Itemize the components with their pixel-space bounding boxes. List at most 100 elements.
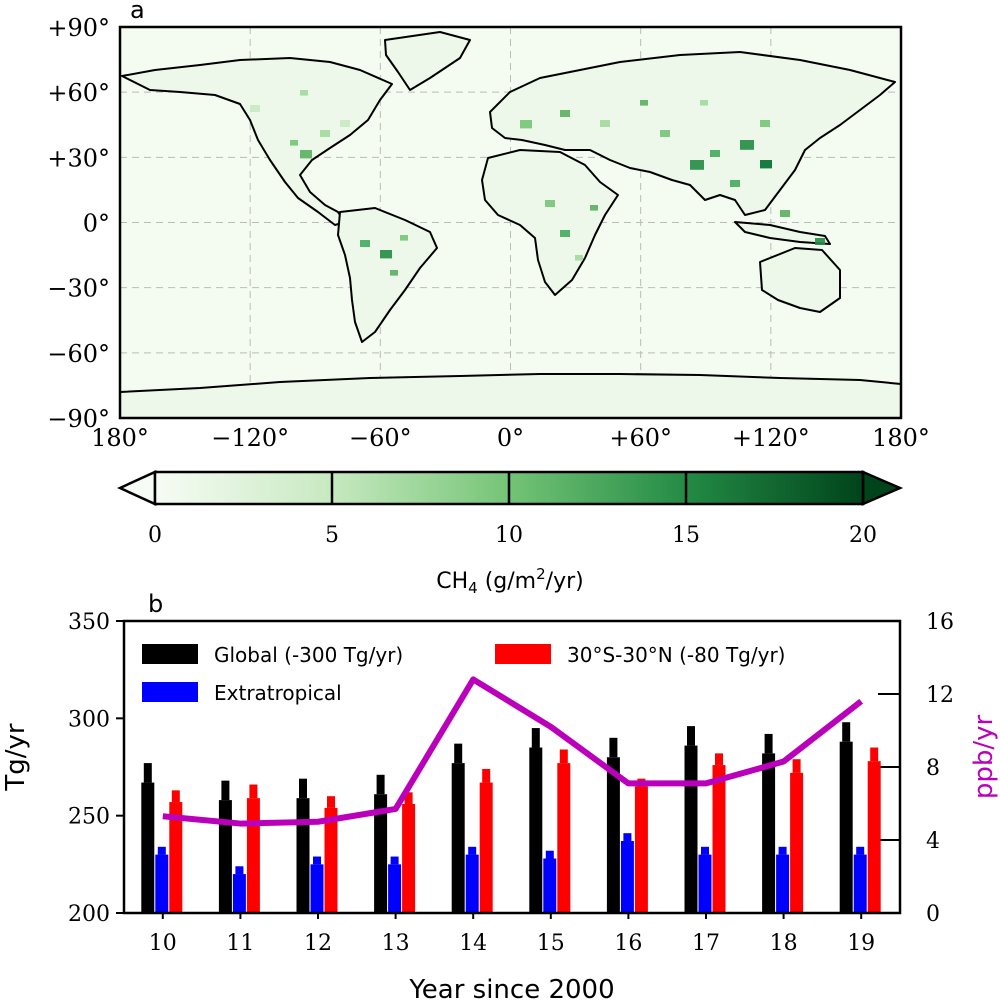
bar-extratropical	[620, 840, 634, 913]
bar-extratropical	[776, 854, 790, 913]
bar-tropical	[634, 786, 648, 913]
x-tick-label: 15	[537, 931, 565, 956]
y-tick-label-right: 4	[926, 829, 940, 854]
map-frame	[118, 25, 903, 420]
y-tick-label-right: 12	[926, 683, 954, 708]
error-bar	[313, 856, 321, 865]
hotspot-cell	[380, 250, 392, 259]
y-tick-label-right: 0	[926, 902, 940, 927]
colorbar-tick-label: 15	[672, 523, 700, 548]
error-bar	[376, 774, 385, 795]
bar-tropical	[402, 803, 416, 913]
error-bar	[482, 768, 491, 783]
legend-swatch	[142, 682, 198, 702]
lat-tick-label: 0°	[83, 210, 110, 238]
error-bar	[687, 726, 695, 746]
error-bar	[299, 778, 307, 799]
emission-hotspots	[250, 90, 825, 276]
colorbar: 0 5 10 15 20	[116, 470, 904, 548]
hotspot-cell	[710, 150, 720, 157]
error-bar	[454, 743, 463, 764]
error-bar	[171, 790, 180, 803]
error-bar	[249, 784, 258, 799]
y-axis-label-right: ppb/yr	[969, 715, 999, 800]
latitude-ticks: +90° +60° +30° 0° −30° −60° −90°	[47, 14, 110, 433]
error-bar	[157, 846, 166, 855]
error-bar	[856, 846, 865, 855]
hotspot-cell	[780, 210, 790, 217]
hotspot-cell	[760, 160, 772, 169]
colorbar-tick-label: 10	[495, 523, 523, 548]
hotspot-cell	[250, 105, 260, 112]
africa	[481, 149, 619, 296]
hotspot-cell	[560, 110, 570, 117]
error-bar	[327, 796, 335, 808]
error-bar	[390, 856, 399, 865]
legend-swatch	[142, 644, 198, 664]
hotspot-cell	[300, 150, 312, 159]
lat-tick-label: −60°	[47, 340, 110, 368]
bar-extratropical	[155, 854, 169, 913]
x-tick-label: 16	[614, 931, 642, 956]
error-bar	[235, 866, 244, 875]
hotspot-cell	[340, 120, 350, 127]
north-america	[121, 57, 393, 226]
error-bar	[404, 792, 413, 804]
lon-tick-label: +120°	[732, 424, 810, 452]
hotspot-cell	[690, 160, 704, 170]
hotspot-cell	[545, 200, 555, 207]
lon-tick-label: −120°	[211, 424, 289, 452]
legend-label: Global (-300 Tg/yr)	[214, 643, 403, 667]
lat-tick-label: −90°	[47, 405, 110, 433]
indonesia	[734, 221, 831, 245]
bar-extratropical	[388, 864, 402, 913]
bar-global	[762, 753, 776, 913]
legend-swatch	[495, 644, 551, 664]
lon-tick-label: 180°	[872, 424, 930, 452]
y-tick-label-left: 200	[68, 902, 110, 927]
hotspot-cell	[320, 130, 330, 137]
lat-tick-label: +90°	[47, 14, 110, 42]
bar-global	[218, 800, 232, 913]
longitude-ticks: 180° −120° −60° 0° +60° +120° 180°	[91, 424, 930, 452]
error-bar	[715, 753, 723, 766]
y-tick-label-left: 250	[68, 805, 110, 830]
error-bar	[701, 846, 709, 855]
error-bar	[531, 728, 540, 748]
bar-chart: 200 250 300 350 0 4 8 12 16 10 11 12 13 14 15 16 17 18 19 G…	[68, 610, 954, 956]
panel-b-label: b	[148, 590, 163, 618]
bar-tropical	[557, 763, 571, 913]
lat-tick-label: +60°	[47, 79, 110, 107]
hotspot-cell	[290, 140, 298, 146]
lon-tick-label: 0°	[497, 424, 524, 452]
bar-tropical	[246, 798, 260, 913]
panel-a-label: a	[130, 0, 145, 24]
eurasia	[489, 51, 896, 216]
australia	[759, 247, 841, 313]
bar-tropical	[479, 782, 493, 913]
error-bar	[609, 737, 618, 758]
colorbar-label: CH4 (g/m2/yr)	[436, 565, 583, 597]
colorbar-min-extend	[116, 470, 157, 506]
y-tick-label-left: 350	[68, 610, 110, 635]
bar-extratropical	[543, 858, 557, 913]
colorbar-max-extend	[861, 470, 904, 506]
hotspot-cell	[590, 205, 598, 211]
x-tick-label: 14	[459, 931, 487, 956]
lon-tick-label: +60°	[609, 424, 672, 452]
hotspot-cell	[390, 270, 398, 276]
colorbar-tick-label: 20	[849, 523, 877, 548]
error-bar	[623, 833, 632, 841]
error-bar	[792, 759, 801, 773]
hotspot-cell	[760, 120, 770, 127]
y-axis-label-left: Tg/yr	[1, 723, 31, 792]
bar-tropical	[169, 802, 183, 913]
x-tick-label: 10	[149, 931, 177, 956]
bar-global	[684, 745, 698, 913]
x-tick-label: 12	[304, 931, 332, 956]
legend-label: Extratropical	[214, 681, 342, 705]
hotspot-cell	[700, 100, 708, 106]
error-bar	[559, 749, 568, 764]
bar-extratropical	[310, 864, 324, 913]
